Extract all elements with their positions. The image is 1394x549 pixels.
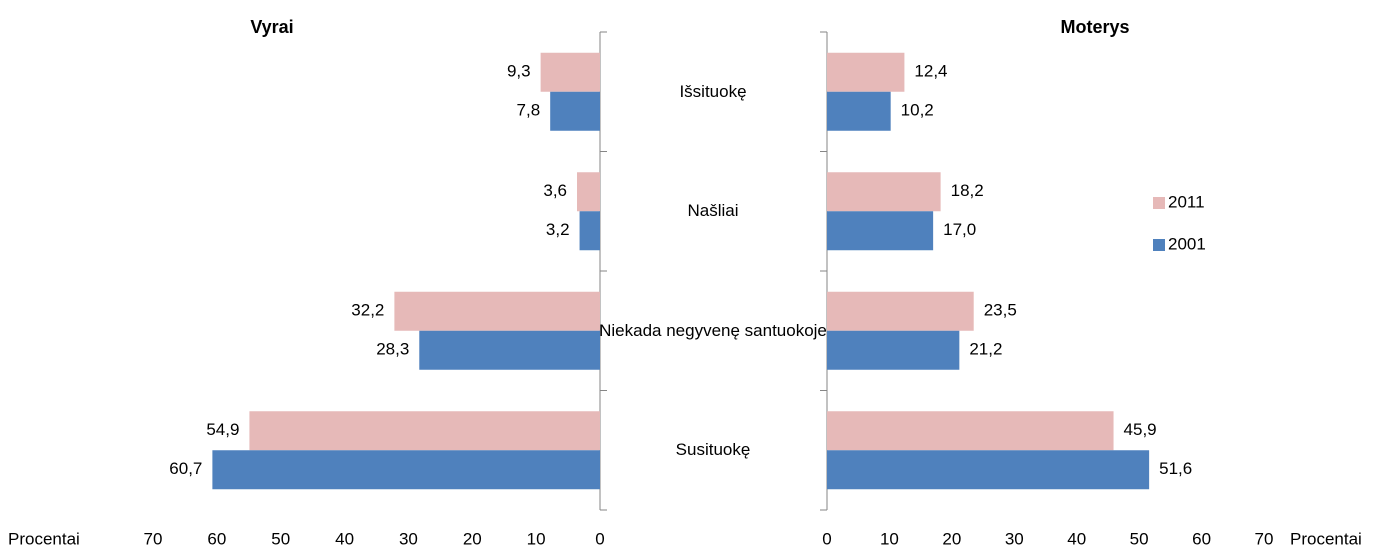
value-label: 21,2 [969, 340, 1002, 359]
value-label: 3,2 [546, 220, 570, 239]
x-tick-label: 50 [1130, 529, 1149, 548]
bar [827, 411, 1114, 451]
x-axis-label: Procentai [8, 529, 80, 548]
x-tick-label: 10 [527, 529, 546, 548]
legend-swatch [1153, 239, 1165, 251]
bar [550, 91, 600, 131]
x-tick-label: 70 [1255, 529, 1274, 548]
x-tick-label: 30 [399, 529, 418, 548]
category-label: Niekada negyvenę santuokoje [599, 320, 827, 340]
value-label: 17,0 [943, 220, 976, 239]
x-tick-label: 0 [822, 529, 831, 548]
x-axis-label: Procentai [1290, 529, 1362, 548]
x-tick-label: 50 [271, 529, 290, 548]
value-label: 9,3 [507, 62, 531, 81]
bar [827, 172, 941, 212]
value-label: 10,2 [901, 101, 934, 120]
value-label: 23,5 [984, 301, 1017, 320]
bar [419, 330, 600, 370]
x-tick-label: 0 [595, 529, 604, 548]
value-label: 60,7 [169, 459, 202, 478]
bar [394, 291, 600, 331]
bar [540, 52, 600, 92]
legend-label: 2011 [1168, 192, 1205, 211]
x-tick-label: 60 [1192, 529, 1211, 548]
value-label: 45,9 [1124, 420, 1157, 439]
bar [827, 211, 934, 251]
category-label: Išsituokę [679, 81, 747, 101]
category-label: Susituokę [675, 440, 751, 460]
x-tick-label: 40 [335, 529, 354, 548]
value-label: 3,6 [543, 181, 567, 200]
value-label: 12,4 [914, 62, 947, 81]
value-label: 7,8 [517, 101, 541, 120]
value-label: 32,2 [351, 301, 384, 320]
bar [579, 211, 600, 251]
x-tick-label: 20 [942, 529, 961, 548]
value-label: 51,6 [1159, 459, 1192, 478]
bar [827, 91, 891, 131]
bar [827, 52, 905, 92]
bar [577, 172, 600, 212]
panel-title: Vyrai [250, 17, 293, 37]
category-label: Našliai [687, 201, 739, 221]
value-label: 18,2 [951, 181, 984, 200]
x-tick-label: 70 [144, 529, 163, 548]
x-tick-label: 10 [880, 529, 899, 548]
bar [212, 450, 600, 490]
legend-label: 2001 [1168, 234, 1206, 253]
value-label: 28,3 [376, 340, 409, 359]
panel-title: Moterys [1060, 17, 1129, 37]
value-label: 54,9 [206, 420, 239, 439]
bar [249, 411, 600, 451]
bar [827, 330, 960, 370]
legend-swatch [1153, 197, 1165, 209]
bar [827, 291, 974, 331]
x-tick-label: 60 [207, 529, 226, 548]
x-tick-label: 40 [1067, 529, 1086, 548]
x-tick-label: 20 [463, 529, 482, 548]
x-tick-label: 30 [1005, 529, 1024, 548]
bar [827, 450, 1150, 490]
